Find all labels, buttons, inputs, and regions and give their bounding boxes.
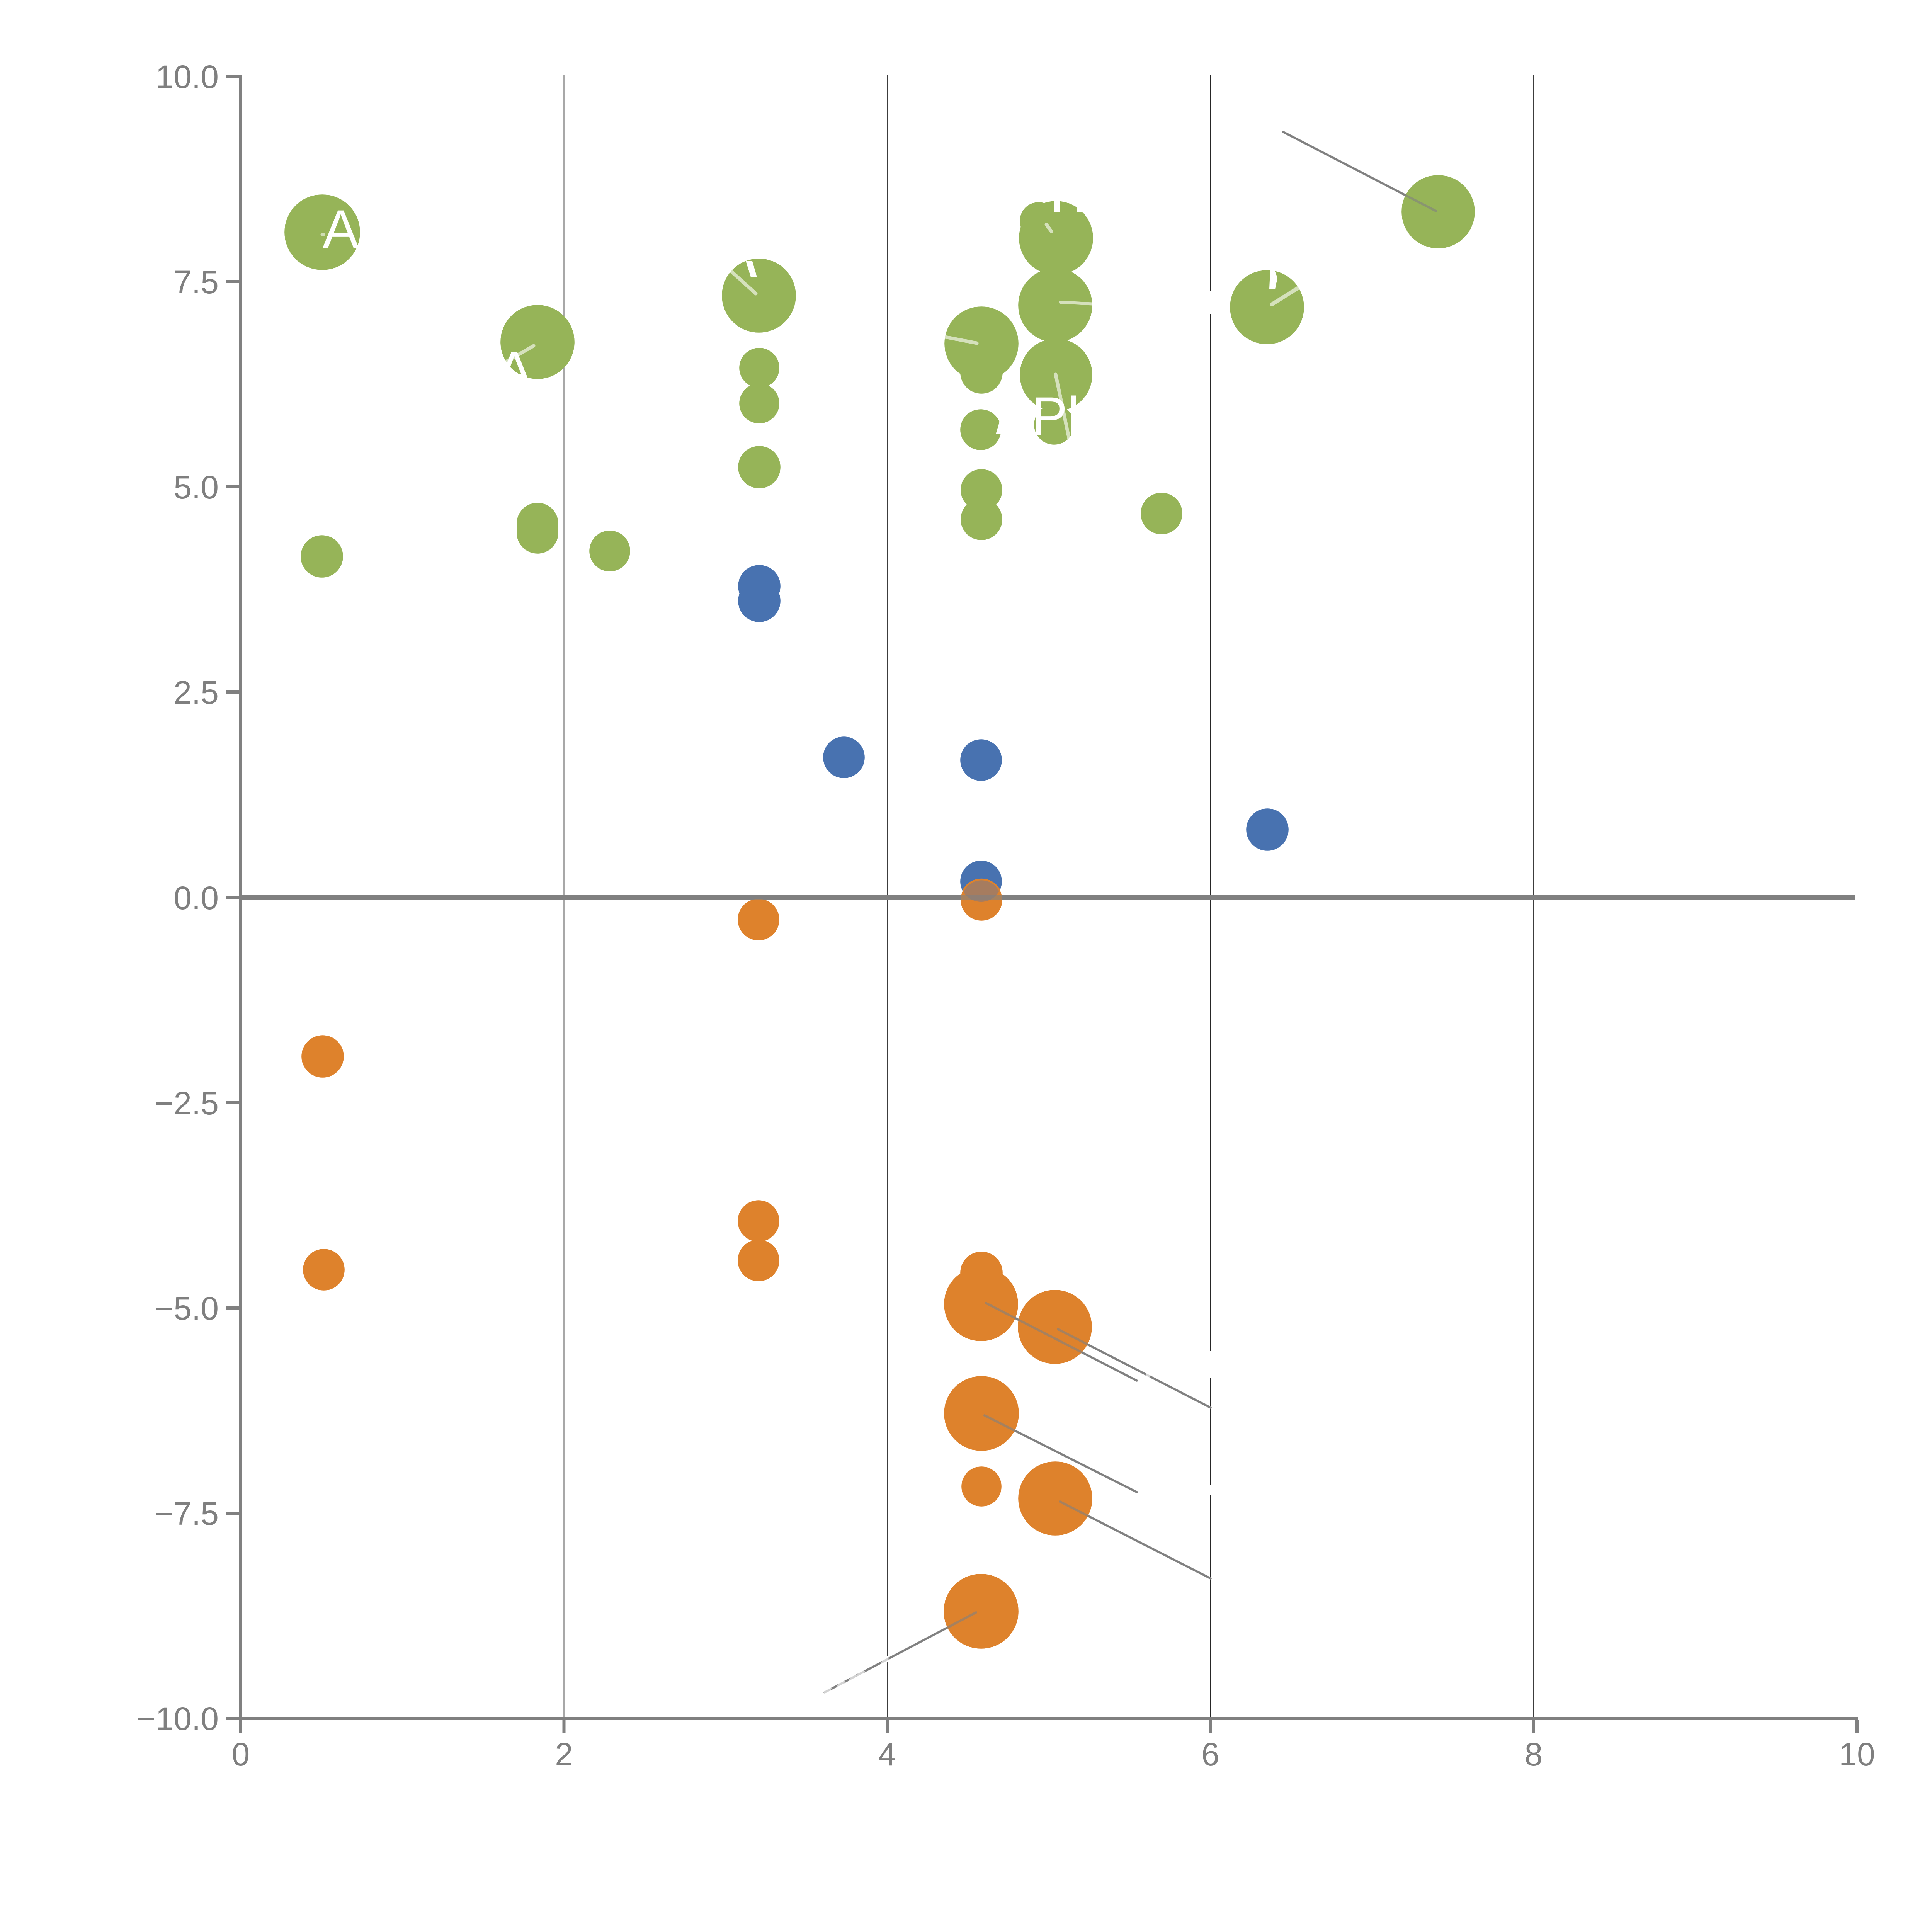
svg-text:8: 8	[1525, 1736, 1543, 1772]
svg-text:7.5: 7.5	[173, 264, 219, 300]
svg-text:6: 6	[1201, 1736, 1219, 1772]
svg-text:0.0: 0.0	[173, 880, 219, 916]
svg-text:10.0: 10.0	[156, 59, 219, 95]
svg-text:4: 4	[878, 1736, 896, 1772]
svg-text:−7.5: −7.5	[155, 1495, 219, 1532]
svg-text:5.0: 5.0	[173, 469, 219, 505]
svg-text:0: 0	[232, 1736, 250, 1772]
svg-text:10: 10	[1839, 1736, 1875, 1772]
svg-text:2: 2	[555, 1736, 573, 1772]
svg-text:−2.5: −2.5	[155, 1085, 219, 1121]
svg-text:−5.0: −5.0	[155, 1290, 219, 1327]
svg-text:A: A	[496, 340, 532, 401]
svg-text:2.5: 2.5	[173, 674, 219, 711]
svg-text:A: A	[323, 199, 359, 259]
svg-text:Pl: Pl	[1031, 386, 1079, 446]
svg-text:−10.0: −10.0	[136, 1701, 219, 1737]
